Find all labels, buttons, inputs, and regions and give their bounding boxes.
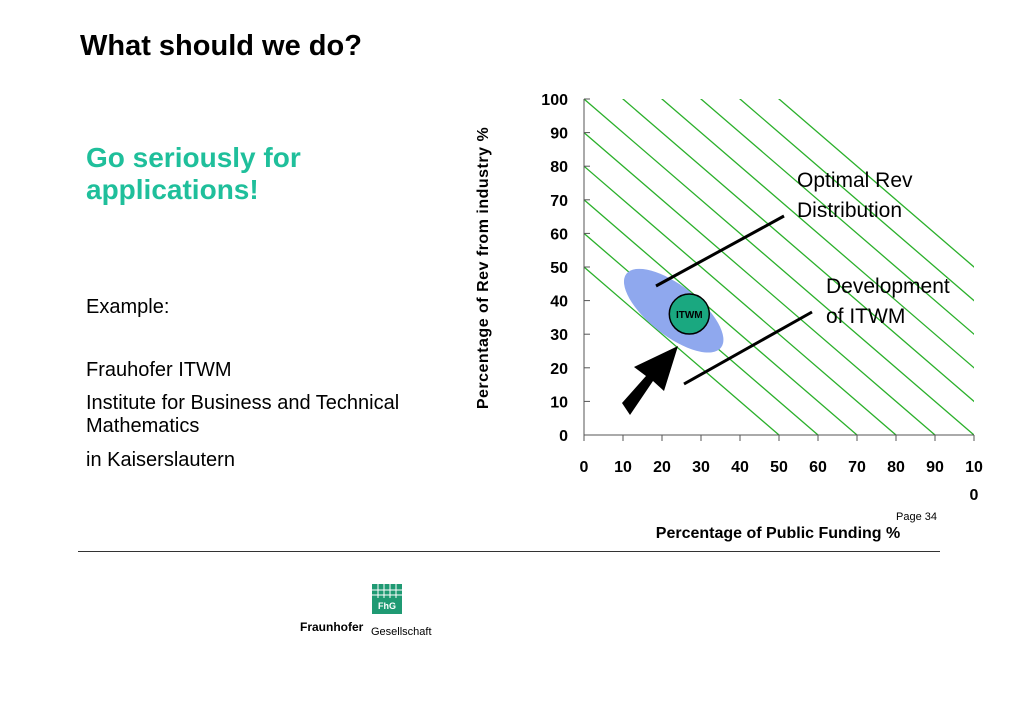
x-tick-label: 0 xyxy=(580,459,589,476)
org-city: in Kaiserslautern xyxy=(86,449,235,471)
iso-line-7 xyxy=(661,99,974,369)
optimal-label: Optimal Rev Distribution xyxy=(797,169,913,222)
logo-subname: Gesellschaft xyxy=(371,626,432,638)
logo-name: Fraunhofer xyxy=(300,620,364,634)
footer-divider xyxy=(78,551,940,552)
iso-line-10 xyxy=(778,99,974,268)
iso-line-5 xyxy=(584,99,974,436)
x-tick-label: 50 xyxy=(770,459,788,476)
x-tick-label: 70 xyxy=(848,459,866,476)
y-tick-label: 70 xyxy=(550,193,568,210)
x-tick-label: 80 xyxy=(887,459,905,476)
fhg-logo-icon: FhG xyxy=(372,584,402,614)
y-tick-label: 60 xyxy=(550,226,568,243)
iso-line-6 xyxy=(622,99,974,403)
page-number: Page 34 xyxy=(896,511,937,523)
iso-line-9 xyxy=(739,99,974,302)
y-tick-label: 10 xyxy=(550,394,568,411)
y-tick-label: 20 xyxy=(550,361,568,378)
development-arrow xyxy=(622,346,678,415)
iso-line-3 xyxy=(584,165,897,436)
development-pointer-line xyxy=(683,310,813,386)
logo-abbr: FhG xyxy=(378,601,396,611)
x-tick-label: 30 xyxy=(692,459,710,476)
x-tick-label: 60 xyxy=(809,459,827,476)
iso-line-8 xyxy=(700,99,974,336)
itwm-point-label: ITWM xyxy=(676,310,703,321)
development-label: Development of ITWM xyxy=(826,275,950,328)
y-tick-label: 50 xyxy=(550,260,568,277)
x-tick-label-wrap: 0 xyxy=(970,487,979,504)
y-tick-label: 80 xyxy=(550,159,568,176)
x-tick-label: 40 xyxy=(731,459,749,476)
x-tick-label: 90 xyxy=(926,459,944,476)
y-tick-label: 0 xyxy=(559,428,568,445)
x-axis-label: Percentage of Public Funding % xyxy=(656,525,900,542)
example-label: Example: xyxy=(86,296,170,318)
optimal-pointer-line xyxy=(655,214,785,288)
y-tick-label: 30 xyxy=(550,327,568,344)
itwm-point xyxy=(668,293,711,335)
org-name: Frauhofer ITWM xyxy=(86,359,232,381)
iso-line-2 xyxy=(584,199,858,436)
iso-line-4 xyxy=(584,132,936,436)
y-tick-label: 90 xyxy=(550,126,568,143)
x-tick-label: 10 xyxy=(614,459,632,476)
y-tick-label: 40 xyxy=(550,294,568,311)
fraunhofer-logo: FhG Fraunhofer Gesellschaft xyxy=(300,584,460,644)
y-tick-label: 100 xyxy=(541,92,568,109)
x-tick-label: 10 xyxy=(965,459,983,476)
iso-line-0 xyxy=(584,266,780,436)
org-full-name: Institute for Business and Technical Mat… xyxy=(86,392,400,437)
page-title: What should we do? xyxy=(80,30,362,62)
x-tick-label: 20 xyxy=(653,459,671,476)
slide-subtitle: Go seriously for applications! xyxy=(86,142,301,205)
y-axis-label: Percentage of Rev from industry % xyxy=(475,127,492,409)
